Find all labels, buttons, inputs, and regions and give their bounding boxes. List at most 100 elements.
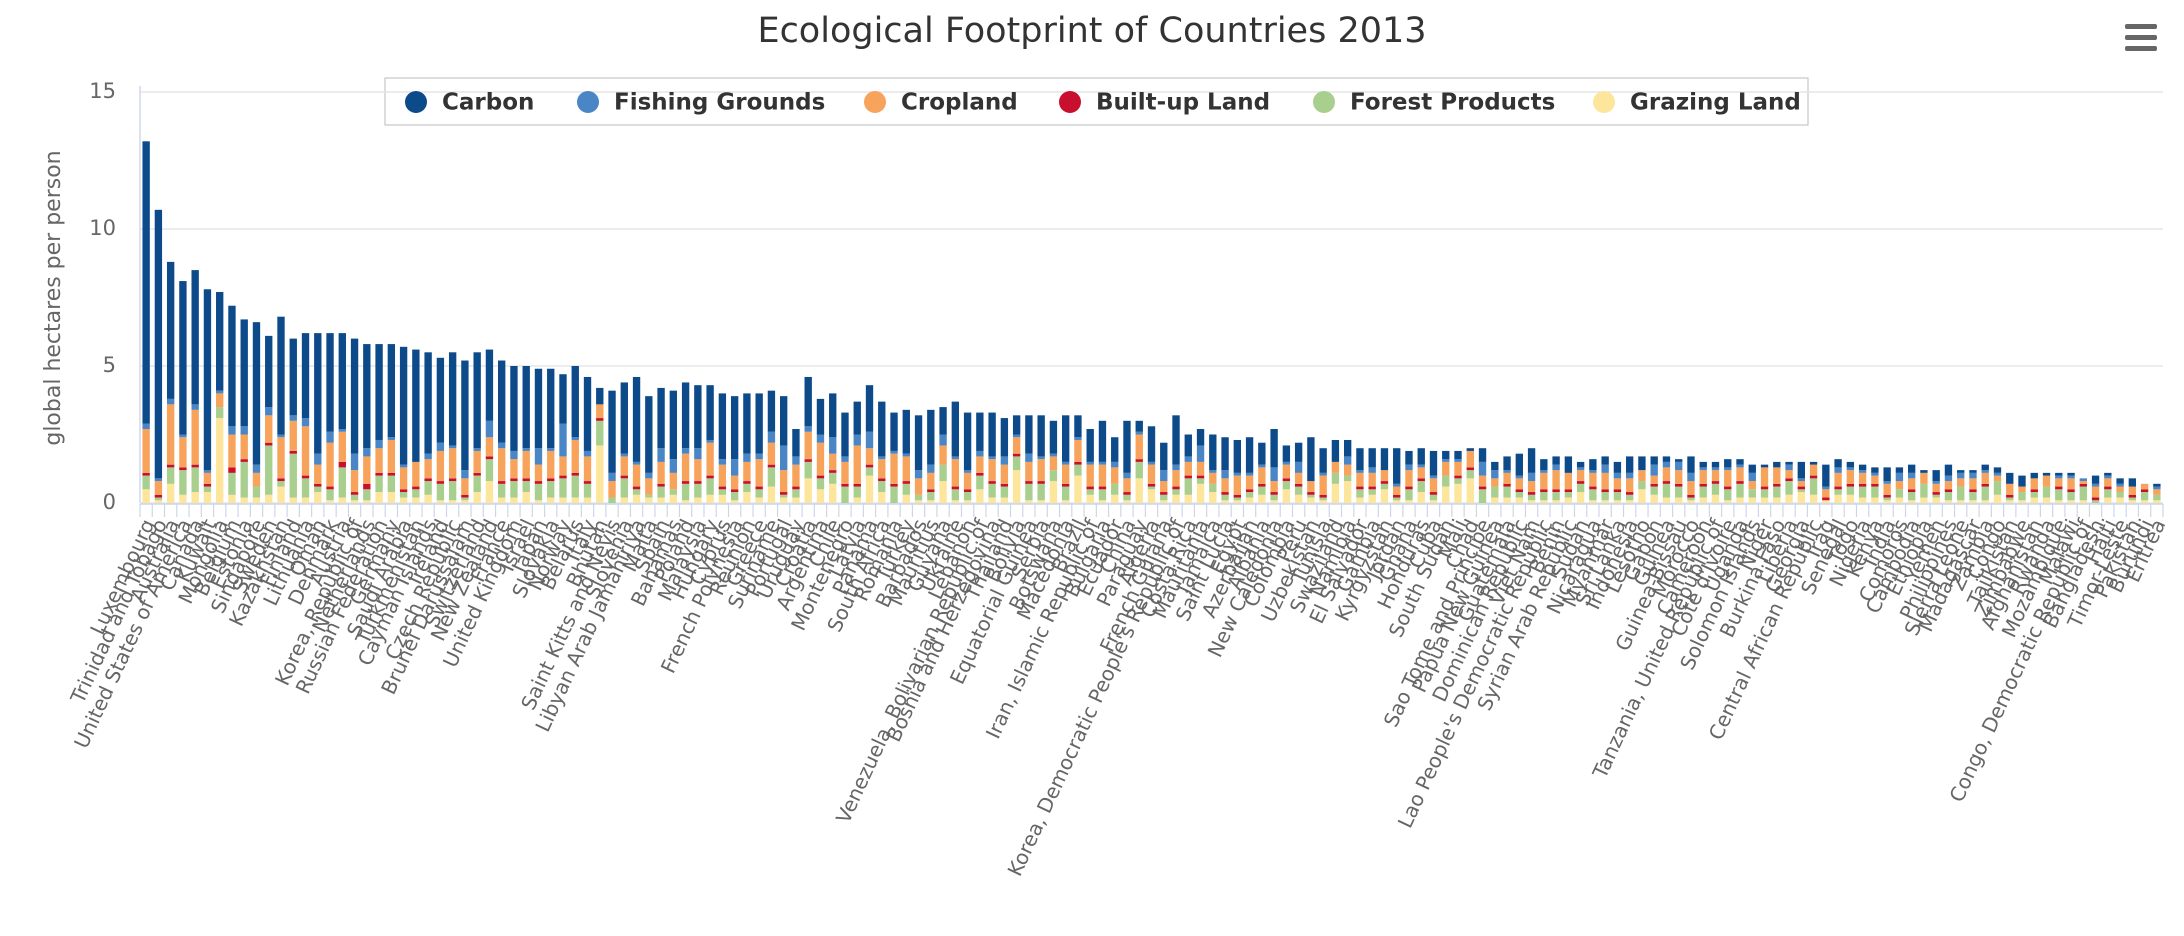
bar-segment [890,483,898,487]
bar-segment [485,459,494,482]
bar-segment [1123,478,1131,493]
bar-segment [547,481,555,498]
bar-segment [571,366,579,438]
bar-segment [1564,497,1573,503]
bar-segment [976,475,984,490]
bar-segment [191,409,199,465]
bar-segment [1368,489,1376,495]
bar-segment [191,270,199,405]
bar-segment [1074,464,1082,476]
bar-segment [596,418,604,421]
bar-segment [1393,483,1401,487]
bar-segment [988,456,996,460]
bar-segment [1993,467,2002,473]
bar-segment [1258,483,1266,487]
bar-segment [142,429,150,473]
bar-segment [1895,497,1904,503]
bar-segment [669,472,678,490]
bar-segment [1343,475,1352,482]
menu-line[interactable] [2125,35,2157,40]
bar-segment [387,437,396,440]
bar-segment [1613,472,1622,479]
bar-segment [1944,481,1953,490]
bar-segment [1576,492,1585,503]
bar-segment [730,492,739,501]
bar-segment [1687,500,1695,503]
bar-segment [277,481,285,487]
bar-segment [767,464,776,468]
bar-segment [1270,467,1278,482]
bar-segment [252,486,261,498]
bar-segment [338,431,346,462]
bar-segment [1037,500,1045,503]
bar-segment [510,497,518,503]
bar-segment [1809,461,1818,465]
bar-segment [914,470,923,479]
bar-segment [1625,500,1634,503]
bar-segment [326,431,334,443]
bar-segment [1993,481,2002,495]
bar-segment [485,456,494,460]
bar-segment [240,497,248,503]
bar-segment [2153,500,2161,503]
bar-segment [203,472,212,484]
bar-segment [1687,456,1695,473]
bar-segment [1773,483,1781,487]
bar-segment [461,478,469,495]
bar-segment [853,497,861,503]
bar-segment [2018,475,2026,487]
bar-segment [1442,486,1450,503]
bar-segment [1527,494,1536,501]
bar-segment [620,382,628,454]
bar-segment [2055,475,2063,479]
bar-segment [1172,464,1180,471]
bar-segment [1540,500,1548,503]
bar-segment [976,489,984,503]
menu-line[interactable] [2125,24,2157,29]
bar-segment [1478,475,1487,487]
bar-segment [829,472,837,484]
bar-segment [301,475,310,479]
bar-segment [669,390,678,460]
bar-segment [154,478,163,482]
menu-line[interactable] [2125,46,2157,51]
bar-segment [191,492,199,503]
bar-segment [1871,467,1879,473]
bar-segment [1748,464,1756,473]
menu-button[interactable] [2125,24,2157,51]
bar-segment [2116,497,2124,503]
bar-segment [816,475,825,479]
bar-segment [816,442,825,476]
bar-segment [1699,470,1707,484]
bar-segment [2153,483,2161,487]
bar-segment [963,500,972,503]
bar-segment [988,483,996,498]
bar-segment [534,481,543,484]
bar-segment [2140,489,2149,493]
bar-segment [1160,500,1168,503]
bar-segment [289,453,297,498]
bar-segment [228,305,236,427]
bar-segment [645,494,653,498]
bar-segment [2055,472,2063,476]
bar-segment [1111,461,1119,468]
bar-segment [1785,470,1793,479]
bar-segment [816,434,825,443]
bar-segment [1258,494,1266,503]
bar-segment [596,387,604,405]
bar-segment [1356,472,1364,487]
bar-segment [1711,494,1720,503]
bar-segment [1625,478,1634,493]
bar-segment [1687,494,1695,498]
bar-segment [387,439,396,473]
bar-segment [1160,494,1168,501]
bar-segment [277,478,285,482]
bar-segment [1209,434,1217,471]
bar-segment [2042,475,2051,487]
bar-segment [1503,486,1511,498]
bar-segment [1834,459,1842,468]
bar-segment [829,483,837,503]
bar-segment [216,292,224,391]
bar-segment [559,497,567,503]
bar-segment [927,500,935,503]
